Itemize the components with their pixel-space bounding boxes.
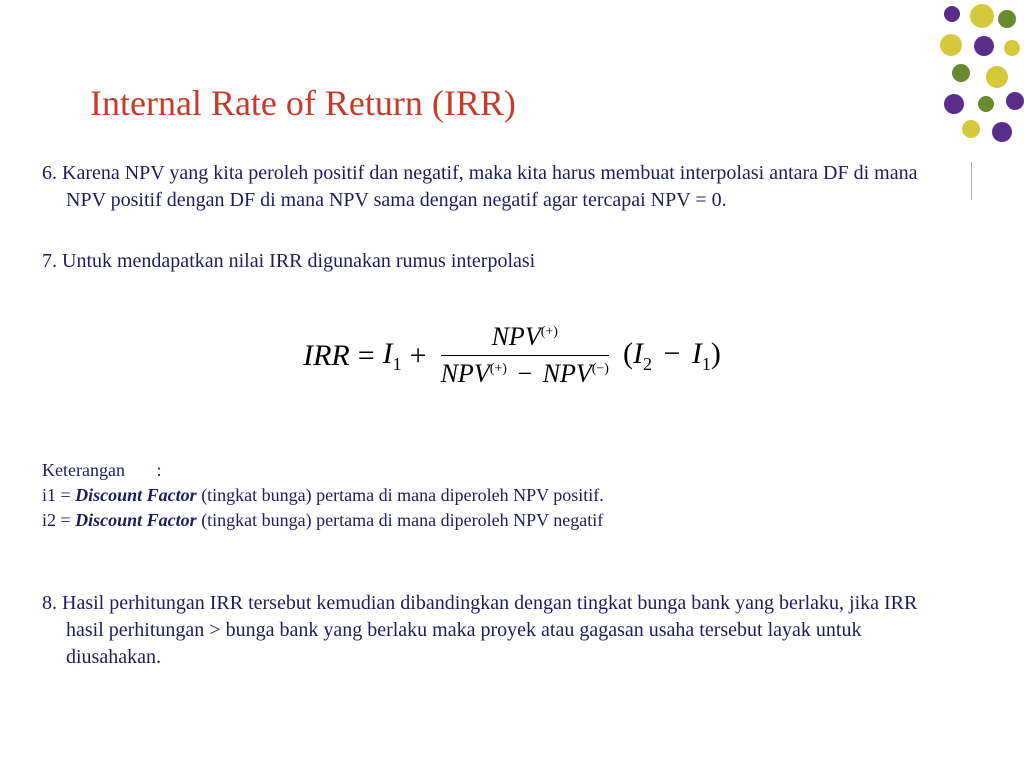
irr-formula: IRR = I1 + NPV(+) NPV(+) − NPV(−) (I2 − … — [0, 322, 1024, 389]
formula-paren-group: (I2 − I1) — [623, 337, 721, 375]
list-item-8: 8. Hasil perhitungan IRR tersebut kemudi… — [42, 590, 942, 671]
list-item-7: 7. Untuk mendapatkan nilai IRR digunakan… — [42, 248, 922, 275]
formula-lhs: IRR — [303, 339, 350, 373]
dot-icon — [1006, 92, 1024, 110]
formula-fraction: NPV(+) NPV(+) − NPV(−) — [441, 322, 609, 389]
dot-icon — [962, 120, 980, 138]
fraction-numerator: NPV(+) — [492, 322, 558, 352]
formula-i1: I1 — [383, 337, 402, 375]
decorative-dots — [934, 0, 1024, 145]
formula-plus: + — [410, 339, 427, 373]
dot-icon — [974, 36, 994, 56]
item7-text: Untuk mendapatkan nilai IRR digunakan ru… — [62, 250, 535, 272]
fraction-bar — [441, 355, 609, 356]
dot-icon — [998, 10, 1016, 28]
list-item-6: 6. Karena NPV yang kita peroleh positif … — [42, 160, 922, 214]
keterangan-i1: i1 = Discount Factor (tingkat bunga) per… — [42, 483, 604, 508]
keterangan-header: Keterangan : — [42, 458, 604, 483]
fraction-denominator: NPV(+) − NPV(−) — [441, 359, 609, 389]
keterangan-block: Keterangan : i1 = Discount Factor (tingk… — [42, 458, 604, 534]
item8-text: Hasil perhitungan IRR tersebut kemudian … — [62, 592, 917, 668]
dot-icon — [970, 4, 994, 28]
dot-icon — [940, 34, 962, 56]
dot-icon — [1004, 40, 1020, 56]
formula-eq: = — [358, 339, 375, 373]
item6-number: 6. — [42, 162, 57, 184]
dot-icon — [992, 122, 1012, 142]
dot-icon — [978, 96, 994, 112]
keterangan-i2: i2 = Discount Factor (tingkat bunga) per… — [42, 508, 604, 533]
divider-line — [971, 162, 972, 200]
dot-icon — [952, 64, 970, 82]
item7-number: 7. — [42, 250, 57, 272]
dot-icon — [944, 94, 964, 114]
item8-number: 8. — [42, 592, 57, 614]
item6-text: Karena NPV yang kita peroleh positif dan… — [62, 162, 918, 211]
dot-icon — [986, 66, 1008, 88]
dot-icon — [944, 6, 960, 22]
slide-title: Internal Rate of Return (IRR) — [90, 82, 516, 124]
